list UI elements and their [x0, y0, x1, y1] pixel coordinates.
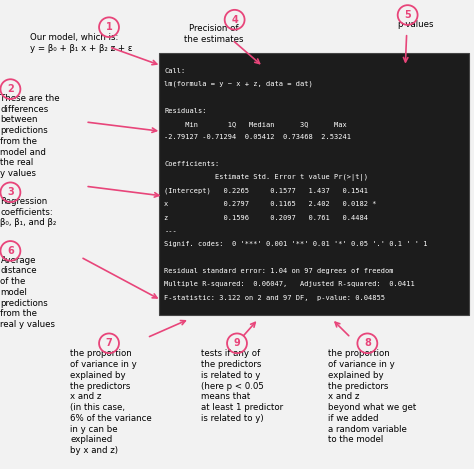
Text: Coefficients:: Coefficients:: [164, 161, 220, 167]
Text: lm(formula = y ~ x + z, data = dat): lm(formula = y ~ x + z, data = dat): [164, 81, 313, 87]
Text: 2: 2: [7, 84, 14, 94]
Text: the proportion
of variance in y
explained by
the predictors
x and z
beyond what : the proportion of variance in y explaine…: [328, 349, 417, 445]
Text: 1: 1: [106, 22, 112, 32]
Text: Our model, which is:
y = β₀ + β₁ x + β₂ z + ε: Our model, which is: y = β₀ + β₁ x + β₂ …: [30, 33, 132, 53]
Text: x             0.2797     0.1165   2.402   0.0182 *: x 0.2797 0.1165 2.402 0.0182 *: [164, 201, 377, 207]
Text: Multiple R-squared:  0.06047,   Adjusted R-squared:  0.0411: Multiple R-squared: 0.06047, Adjusted R-…: [164, 281, 415, 287]
Text: Residual standard error: 1.04 on 97 degrees of freedom: Residual standard error: 1.04 on 97 degr…: [164, 268, 394, 274]
Text: -2.79127 -0.71294  0.05412  0.73468  2.53241: -2.79127 -0.71294 0.05412 0.73468 2.5324…: [164, 134, 352, 140]
Text: Estimate Std. Error t value Pr(>|t|): Estimate Std. Error t value Pr(>|t|): [164, 174, 368, 182]
Text: 7: 7: [106, 338, 112, 348]
Text: Min       1Q   Median      3Q      Max: Min 1Q Median 3Q Max: [164, 121, 347, 127]
Text: 4: 4: [231, 15, 238, 25]
Bar: [159, 53, 469, 315]
Text: tests if any of
the predictors
is related to y
(here p < 0.05
means that
at leas: tests if any of the predictors is relate…: [201, 349, 283, 423]
Text: These are the
differences
between
predictions
from the
model and
the real
y valu: These are the differences between predic…: [0, 94, 60, 178]
Text: Residuals:: Residuals:: [164, 108, 207, 113]
Text: 3: 3: [7, 187, 14, 197]
Text: 9: 9: [234, 338, 240, 348]
Text: Signif. codes:  0 '***' 0.001 '**' 0.01 '*' 0.05 '.' 0.1 ' ' 1: Signif. codes: 0 '***' 0.001 '**' 0.01 '…: [164, 241, 428, 247]
Text: F-statistic: 3.122 on 2 and 97 DF,  p-value: 0.04855: F-statistic: 3.122 on 2 and 97 DF, p-val…: [164, 295, 385, 301]
Text: (Intercept)   0.2265     0.1577   1.437   0.1541: (Intercept) 0.2265 0.1577 1.437 0.1541: [164, 188, 381, 194]
Text: Average
distance
of the
model
predictions
from the
real y values: Average distance of the model prediction…: [0, 256, 55, 329]
Text: Call:: Call:: [164, 68, 186, 74]
Text: Precision of
the estimates: Precision of the estimates: [183, 24, 243, 44]
Text: the proportion
of variance in y
explained by
the predictors
x and z
(in this cas: the proportion of variance in y explaine…: [70, 349, 152, 455]
Text: Regression
coefficients:
β₀, β₁, and β₂: Regression coefficients: β₀, β₁, and β₂: [0, 197, 57, 227]
Text: p-values: p-values: [397, 20, 434, 29]
Text: z             0.1596     0.2097   0.761   0.4484: z 0.1596 0.2097 0.761 0.4484: [164, 215, 368, 220]
Text: ---: ---: [164, 228, 177, 234]
Text: 5: 5: [404, 10, 411, 20]
Text: 8: 8: [364, 338, 371, 348]
Text: 6: 6: [7, 246, 14, 256]
